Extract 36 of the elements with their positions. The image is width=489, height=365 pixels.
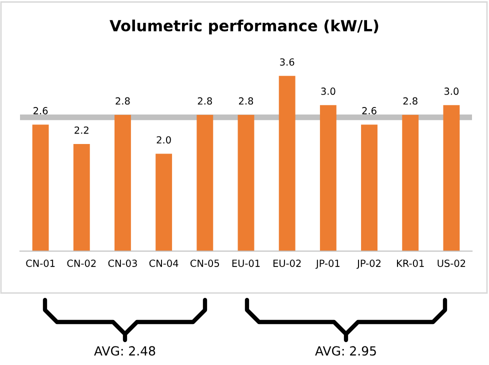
x-tick-label: JP-02 <box>356 260 380 269</box>
bar <box>196 114 214 252</box>
x-tick-label: CN-01 <box>26 260 55 267</box>
data-label: 2.6 <box>34 107 48 114</box>
bar <box>402 114 419 252</box>
bar <box>320 105 336 252</box>
bar <box>361 124 378 252</box>
data-label: 2.8 <box>198 97 212 105</box>
bar <box>32 124 49 252</box>
x-tick-label: JP-01 <box>315 260 340 269</box>
text: AVG: 2.48 <box>94 346 156 356</box>
bar <box>114 114 131 252</box>
x-tick-label: CN-05 <box>190 260 220 267</box>
data-label: 2.6 <box>362 107 376 114</box>
data-label: 2.2 <box>74 126 88 134</box>
data-label: 3.6 <box>280 58 294 66</box>
chart-title: Volumetric performance (kW/L) <box>110 20 378 34</box>
bar <box>443 105 460 252</box>
data-label: 2.8 <box>116 97 130 105</box>
data-label: 2.8 <box>238 97 254 105</box>
x-tick-label: EU-01 <box>232 260 260 267</box>
x-tick-label: CN-04 <box>149 260 178 267</box>
data-label: 2.0 <box>156 136 171 144</box>
data-label: 2.8 <box>403 97 418 105</box>
x-tick-label: US-02 <box>438 260 466 267</box>
bar <box>73 144 90 252</box>
bar <box>238 114 254 252</box>
bar <box>278 76 296 252</box>
x-tick-label: KR-01 <box>397 260 424 267</box>
text: AVG: 2.95 <box>315 346 376 356</box>
bar <box>156 154 172 252</box>
data-label: 3.0 <box>321 88 336 95</box>
x-tick-label: CN-03 <box>108 260 137 267</box>
x-tick-label: EU-02 <box>273 260 301 267</box>
data-label: 3.0 <box>444 88 459 95</box>
x-tick-label: CN-02 <box>67 260 96 267</box>
